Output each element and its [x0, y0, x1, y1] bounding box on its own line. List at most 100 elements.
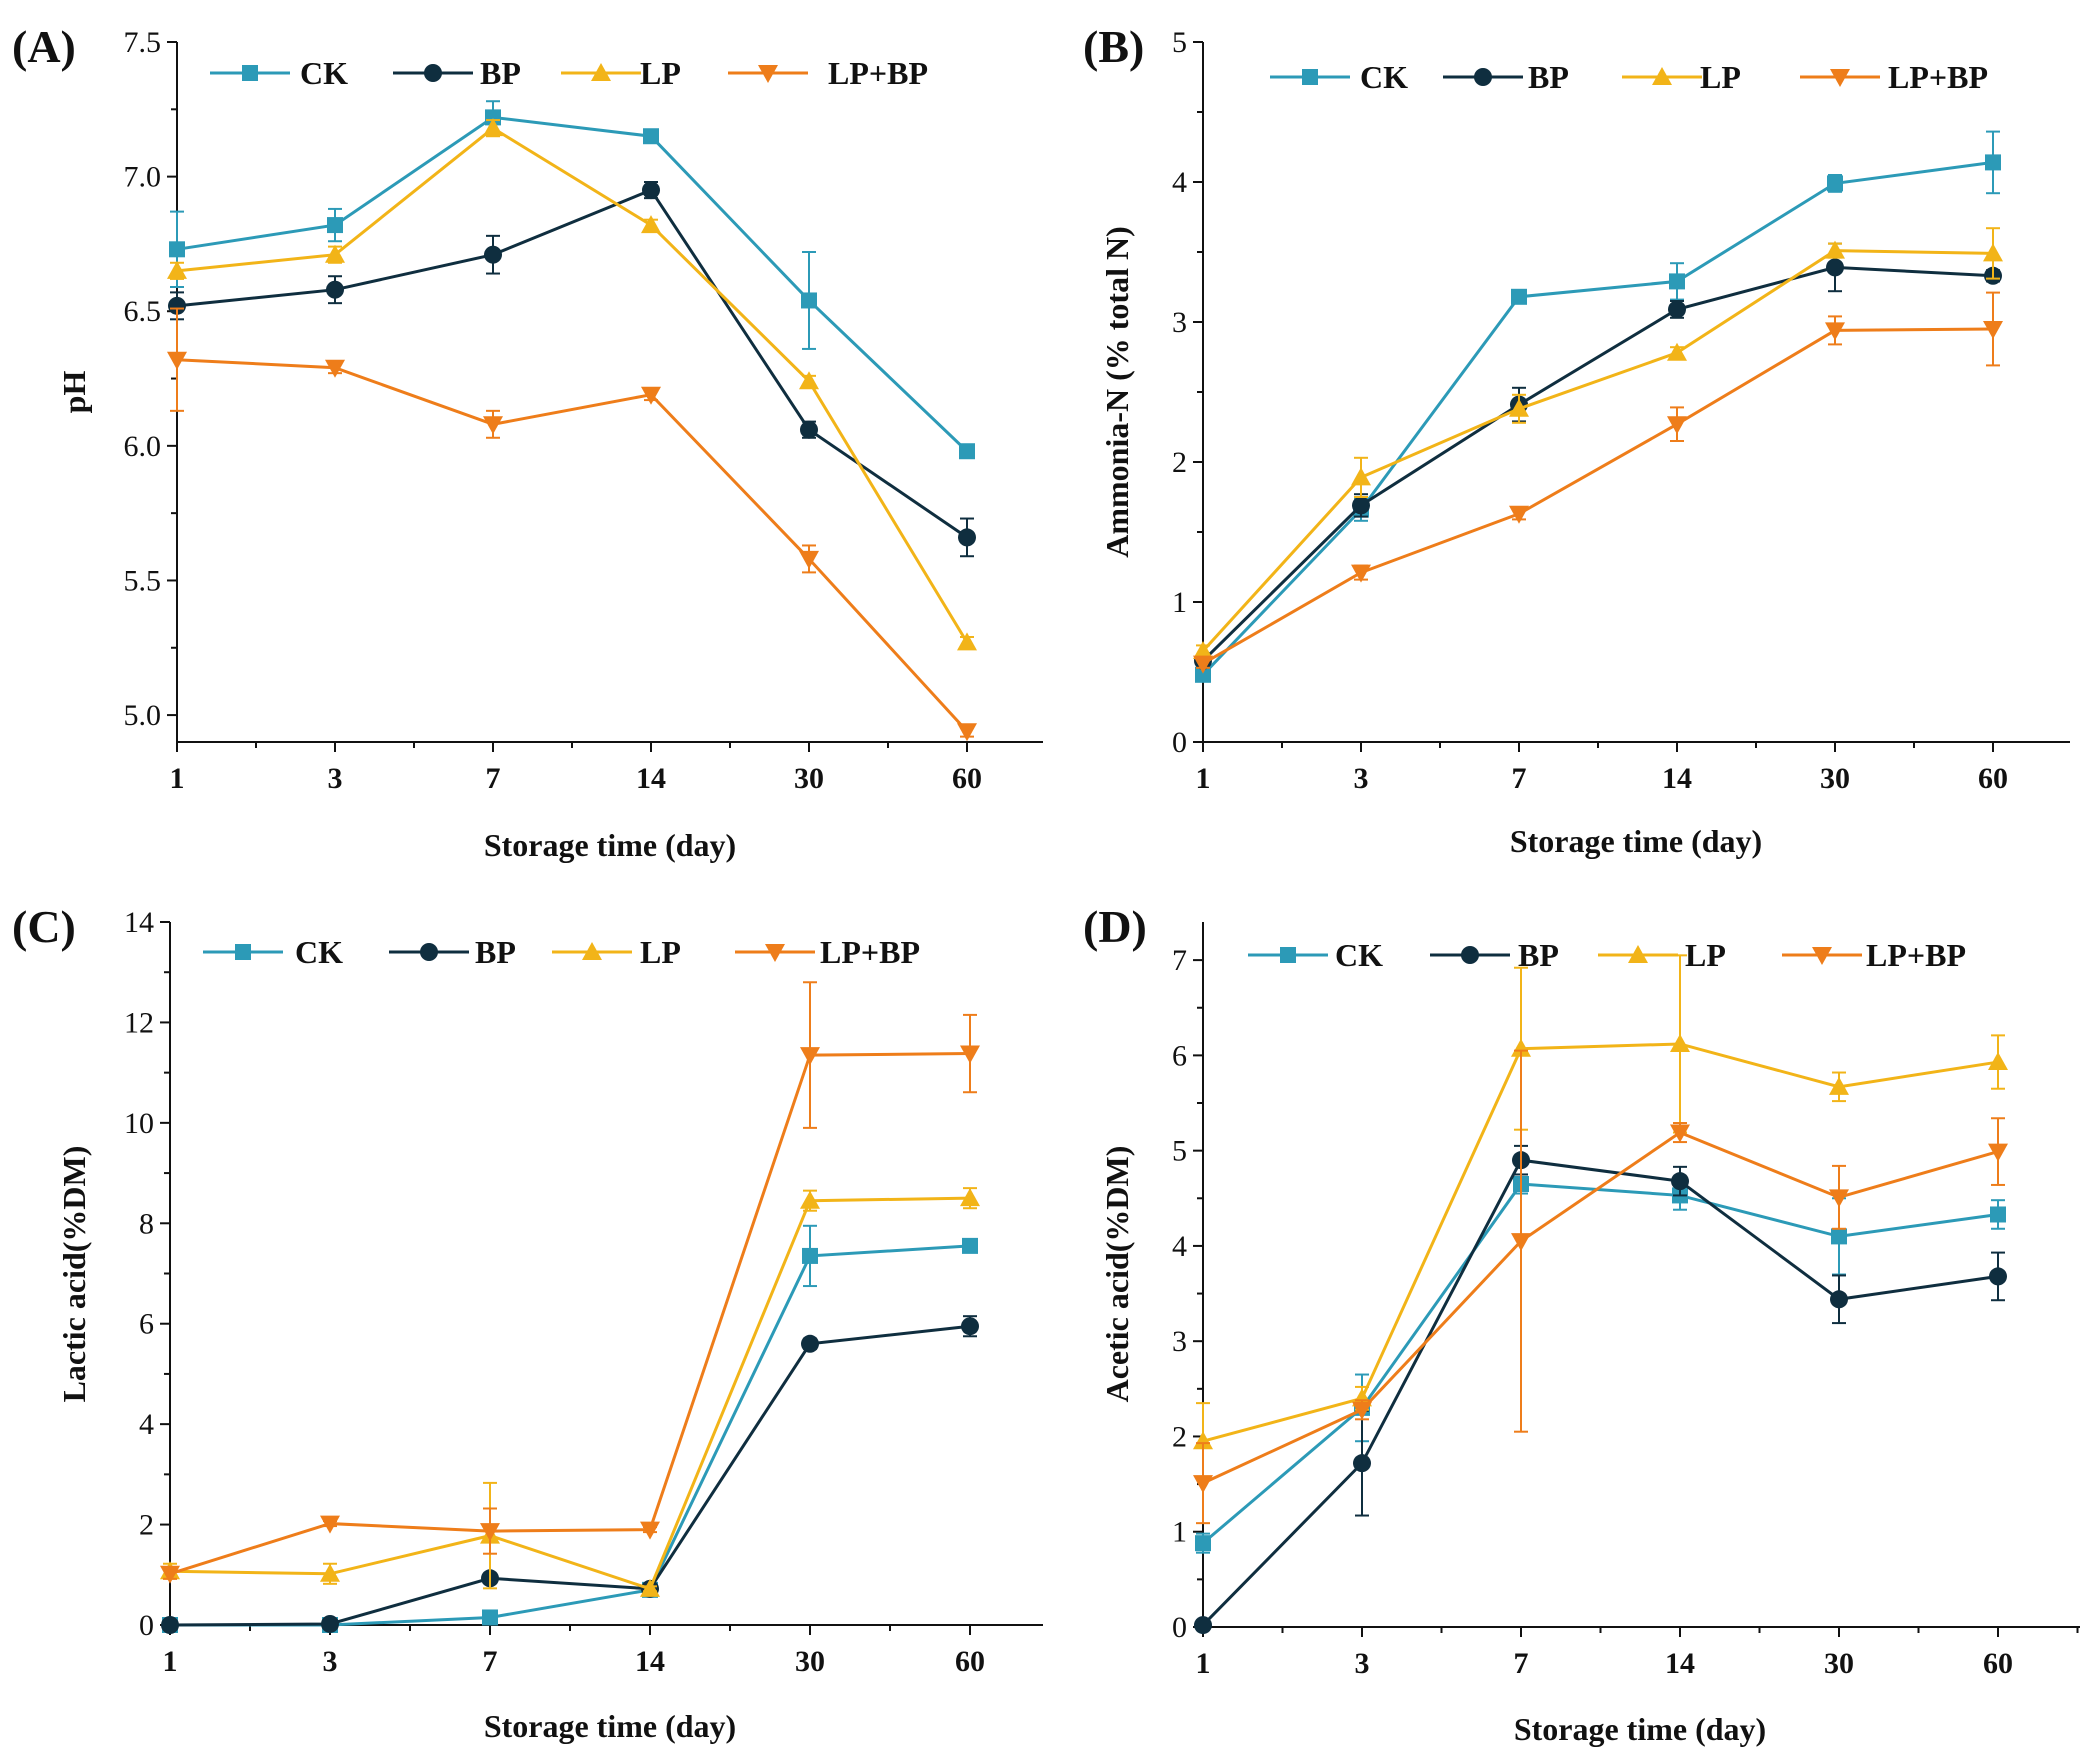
- data-point: [1194, 1616, 1212, 1635]
- y-tick-label: 10: [124, 1107, 154, 1140]
- legend-label: LP+BP: [820, 934, 920, 970]
- series-ck: [1195, 1173, 2006, 1554]
- x-tick-label: 14: [1662, 762, 1692, 795]
- legend: CK BP LP LP+BP: [203, 934, 920, 970]
- data-point: [1667, 416, 1687, 435]
- y-axis-label: Ammonia-N (% total N): [1099, 226, 1135, 558]
- data-point: [959, 443, 975, 460]
- x-tick-label: 1: [163, 1645, 178, 1678]
- data-point: [1195, 666, 1211, 683]
- data-point: [1509, 505, 1529, 524]
- y-tick-label: 4: [1172, 1230, 1187, 1263]
- series-line: [1201, 265, 1994, 662]
- x-tick-label: 1: [170, 762, 185, 795]
- data-point: [482, 1609, 498, 1626]
- data-point: [958, 528, 976, 547]
- legend-marker: [1302, 69, 1318, 85]
- y-tick-label: 5.5: [124, 564, 162, 597]
- x-tick-label: 7: [483, 1645, 498, 1678]
- panel-label: (A): [12, 21, 76, 72]
- data-point: [485, 109, 501, 126]
- y-axis-label: pH: [56, 371, 92, 414]
- data-point: [1351, 467, 1371, 486]
- data-point: [160, 1565, 180, 1584]
- data-point: [957, 723, 977, 742]
- legend-label: LP: [640, 934, 681, 970]
- series-line: [176, 126, 969, 644]
- data-point: [800, 1190, 820, 1209]
- data-point: [1193, 1431, 1213, 1450]
- x-tick-label: 1: [1196, 762, 1211, 795]
- data-point: [960, 1045, 980, 1064]
- y-tick-label: 6.5: [124, 295, 162, 328]
- legend-label: CK: [295, 934, 343, 970]
- series-ck: [169, 100, 975, 460]
- data-point: [1352, 1401, 1372, 1420]
- data-point: [483, 416, 503, 435]
- panel-label: (C): [12, 901, 76, 952]
- series-line: [1201, 249, 1994, 653]
- legend-marker: [1474, 68, 1492, 86]
- data-point: [641, 215, 661, 234]
- series-line: [1202, 1042, 1999, 1443]
- legend-marker: [1812, 947, 1832, 965]
- legend-marker: [235, 944, 251, 960]
- panel-label: (B): [1083, 21, 1144, 72]
- data-point: [1829, 1076, 1849, 1095]
- series-bp: [161, 1315, 979, 1634]
- data-point: [1667, 342, 1687, 361]
- data-point: [801, 292, 817, 309]
- data-point: [1509, 398, 1529, 417]
- data-point: [1352, 496, 1370, 515]
- data-point: [1669, 273, 1685, 290]
- data-point: [1829, 1189, 1849, 1208]
- y-tick-label: 1: [1172, 1516, 1187, 1549]
- x-tick-label: 7: [1514, 1647, 1529, 1680]
- data-point: [801, 1334, 819, 1353]
- data-point: [642, 181, 660, 200]
- data-point: [483, 118, 503, 137]
- legend-label: LP: [1700, 59, 1741, 95]
- x-tick-label: 60: [1983, 1647, 2013, 1680]
- data-point: [321, 1614, 339, 1633]
- series-line: [1201, 1158, 1999, 1627]
- legend: CK BP LP LP+BP: [1270, 59, 1988, 95]
- data-point: [957, 632, 977, 651]
- panel-3: 0 2 4 6 8 10 12 14 1 3 7 14 30 60 Storage time (day) La…: [12, 901, 1043, 1744]
- data-point: [167, 260, 187, 279]
- series-lp: [167, 118, 977, 651]
- x-axis-label: Storage time (day): [1510, 823, 1762, 859]
- series-line: [176, 115, 969, 453]
- data-point: [326, 280, 344, 299]
- y-tick-label: 7: [1172, 944, 1187, 977]
- y-tick-label: 4: [1172, 166, 1187, 199]
- data-point: [1988, 1143, 2008, 1162]
- data-point: [800, 1047, 820, 1066]
- x-tick-label: 3: [323, 1645, 338, 1678]
- data-point: [799, 371, 819, 390]
- x-tick-label: 14: [636, 762, 666, 795]
- y-tick-label: 12: [124, 1006, 154, 1039]
- y-tick-label: 0: [139, 1609, 154, 1642]
- y-tick-label: 8: [139, 1207, 154, 1240]
- series-lp: [1193, 227, 2003, 659]
- series-bp: [168, 181, 976, 558]
- data-point: [167, 351, 187, 370]
- legend-marker: [1280, 947, 1296, 963]
- x-axis-label: Storage time (day): [484, 827, 736, 863]
- x-tick-label: 60: [1978, 762, 2008, 795]
- y-tick-label: 0: [1172, 1611, 1187, 1644]
- data-point: [1353, 1454, 1371, 1473]
- legend-marker: [765, 944, 785, 962]
- data-point: [1825, 322, 1845, 341]
- y-tick-label: 6: [1172, 1039, 1187, 1072]
- data-point: [1989, 1267, 2007, 1286]
- x-tick-label: 7: [1512, 762, 1527, 795]
- panel-label: (D): [1083, 901, 1147, 952]
- panel-1: 5.0 5.5 6.0 6.5 7.0 7.5 1 3 7 14 30 60 Storage time …: [12, 21, 1043, 863]
- legend-label: LP: [1685, 937, 1726, 973]
- data-point: [640, 1521, 660, 1540]
- x-axis-label: Storage time (day): [484, 1708, 736, 1744]
